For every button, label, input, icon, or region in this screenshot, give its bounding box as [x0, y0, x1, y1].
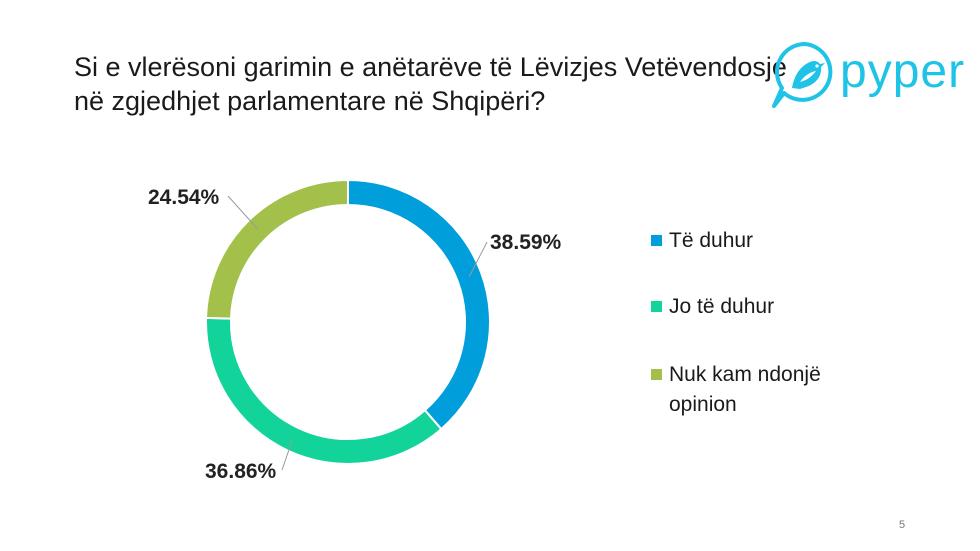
slide-title-line-1: Si e vlerësoni garimin e anëtarëve të Lë… [74, 52, 787, 82]
leader-lines [227, 195, 488, 471]
data-label-0: 38.59% [490, 231, 562, 254]
bird-icon [772, 42, 833, 108]
data-label-2: 24.54% [148, 186, 220, 209]
slide-title-line-2: në zgjedhjet parlamentare në Shqipëri? [74, 86, 546, 116]
data-labels: 38.59% 36.86% 24.54% [148, 186, 562, 483]
legend-swatch-te-duhur [651, 235, 662, 246]
donut-slice-1 [205, 316, 443, 465]
donut-slices [205, 178, 491, 465]
leader-line-2 [227, 195, 259, 230]
legend-label-te-duhur: Të duhur [669, 229, 754, 252]
pyper-logo: pyper [770, 38, 970, 118]
donut-slice-0 [347, 178, 491, 431]
logo-wordmark: pyper [840, 45, 966, 98]
legend-swatch-jo-te-duhur [651, 301, 662, 312]
legend-label-nuk-kam-opinion: Nuk kam ndonjë opinion [669, 363, 821, 416]
donut-slice-2 [205, 178, 349, 320]
legend-label-jo-te-duhur: Jo të duhur [669, 295, 775, 318]
data-label-1: 36.86% [205, 460, 277, 483]
leader-line-1 [281, 438, 294, 471]
legend-swatch-nuk-kam-opinion [651, 369, 662, 380]
slide-title: Si e vlerësoni garimin e anëtarëve të Lë… [74, 50, 787, 118]
leader-line-0 [468, 241, 488, 277]
page-number: 5 [899, 519, 906, 531]
